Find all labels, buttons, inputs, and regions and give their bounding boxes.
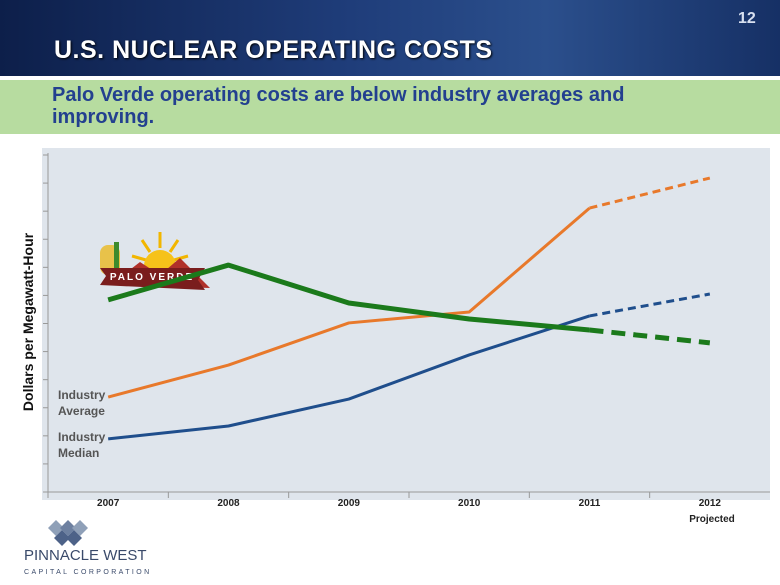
palo-verde-logo: PALO VERDE xyxy=(100,232,210,290)
series-line xyxy=(108,314,590,441)
x-tick-label: 2007 xyxy=(97,498,120,509)
logo-text: PALO VERDE xyxy=(110,272,194,283)
company-logo xyxy=(48,520,88,546)
x-tick-label: 2011 xyxy=(579,498,601,509)
projected-line xyxy=(589,176,711,210)
series-line xyxy=(107,262,590,333)
x-tick-label: 2009 xyxy=(338,498,361,509)
x-tick-label: 2010 xyxy=(458,498,481,509)
plot-background xyxy=(42,148,770,500)
x-tick-label: 2008 xyxy=(217,498,240,509)
subtitle: Palo Verde operating costs are below ind… xyxy=(52,84,625,128)
header-band xyxy=(0,0,780,76)
projected-line xyxy=(589,327,711,346)
series-label: Industry Median xyxy=(58,429,106,460)
page-number: 12 xyxy=(738,10,756,27)
company-tagline: CAPITAL CORPORATION xyxy=(24,569,152,576)
series-label: Industry Average xyxy=(58,388,106,419)
projected-label: Projected xyxy=(689,514,735,525)
slide-title: U.S. NUCLEAR OPERATING COSTS xyxy=(54,36,493,64)
projected-line xyxy=(589,292,711,318)
series-line xyxy=(107,206,591,399)
subtitle-band xyxy=(0,80,780,134)
x-tick-label: 2012 xyxy=(699,498,722,509)
company-name: PINNACLE WEST xyxy=(24,547,147,564)
y-axis-label: Dollars per Megawatt-Hour xyxy=(20,232,36,411)
